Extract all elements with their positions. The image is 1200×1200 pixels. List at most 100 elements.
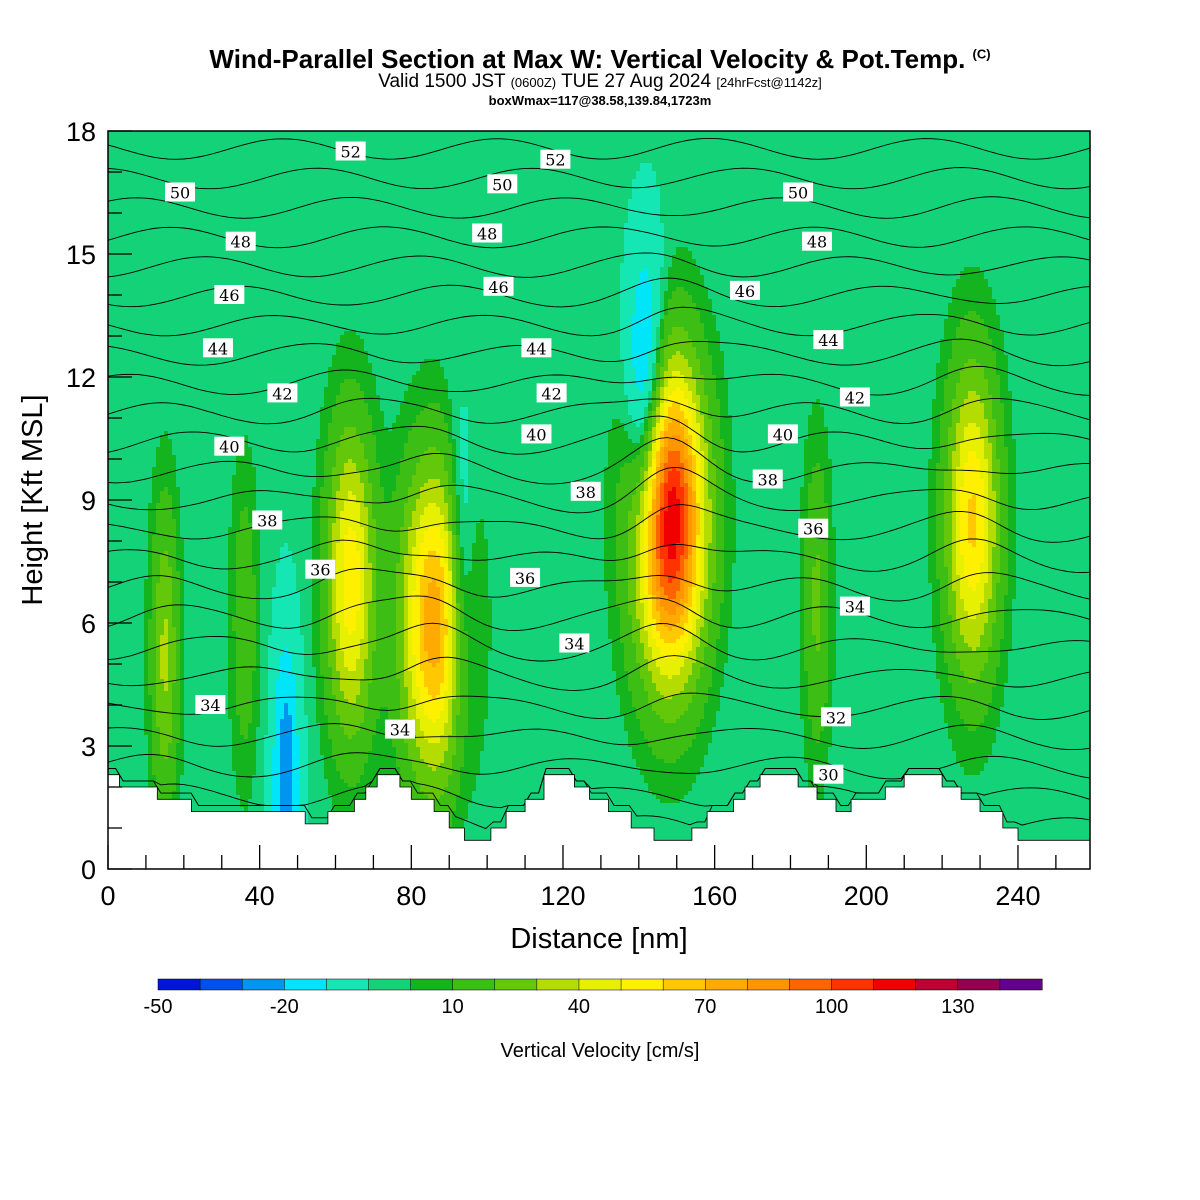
- contour-label: 32: [821, 707, 851, 727]
- colorbar-swatch: [747, 979, 789, 990]
- contour-label: 42: [267, 383, 297, 403]
- y-tick-label: 15: [66, 240, 96, 270]
- contour-label: 46: [214, 285, 244, 305]
- contour-label-text: 50: [788, 184, 808, 203]
- contour-label: 48: [472, 224, 502, 244]
- contour-label-text: 36: [310, 561, 330, 580]
- colorbar-tick-label: 130: [941, 996, 974, 1018]
- colorbar-title: Vertical Velocity [cm/s]: [501, 1040, 700, 1062]
- contour-label-text: 32: [826, 708, 846, 727]
- y-tick-label: 18: [66, 117, 96, 147]
- contour-label: 52: [336, 142, 366, 162]
- colorbar-swatch: [242, 979, 284, 990]
- contour-label-text: 50: [492, 175, 512, 194]
- contour-label-text: 38: [576, 483, 596, 502]
- contour-label-text: 40: [526, 425, 546, 444]
- x-tick-label: 40: [245, 881, 275, 911]
- y-tick-label: 3: [81, 732, 96, 762]
- colorbar-tick-label: -50: [144, 996, 173, 1018]
- contour-label-text: 36: [515, 569, 535, 588]
- contour-label: 38: [252, 511, 282, 531]
- contour-label-text: 52: [545, 151, 565, 170]
- x-tick-label: 80: [396, 881, 426, 911]
- x-tick-label: 120: [540, 881, 585, 911]
- colorbar-tick-label: 100: [815, 996, 848, 1018]
- contour-label-text: 46: [488, 278, 508, 297]
- contour-label: 50: [165, 183, 195, 203]
- colorbar-tick-label: 10: [442, 996, 464, 1018]
- contour-label-text: 42: [541, 384, 561, 403]
- contour-label-text: 46: [219, 286, 239, 305]
- colorbar-swatch: [284, 979, 326, 990]
- colorbar-swatch: [958, 979, 1000, 990]
- contour-label-text: 36: [803, 520, 823, 539]
- y-tick-label: 9: [81, 486, 96, 516]
- contour-label: 46: [484, 277, 514, 297]
- contour-label: 50: [783, 183, 813, 203]
- colorbar: -50 -20 10 40 70 100 130 Vertical Velocity [cm/…: [144, 979, 1043, 1062]
- contour-label-text: 52: [340, 143, 360, 162]
- colorbar-swatch: [874, 979, 916, 990]
- contour-label-text: 44: [818, 331, 838, 350]
- contour-label-text: 34: [845, 598, 865, 617]
- contour-label-text: 38: [758, 471, 778, 490]
- contour-label: 38: [571, 482, 601, 502]
- contour-label: 44: [813, 330, 843, 350]
- cross-section-chart: 52 52 50 50 50 48 48 48 46 46 46 44 44 44 42 42 42 40 40 40…: [0, 0, 1200, 1200]
- contour-label-text: 44: [526, 339, 546, 358]
- colorbar-swatch: [832, 979, 874, 990]
- colorbar-swatch: [326, 979, 368, 990]
- contour-label: 42: [537, 383, 567, 403]
- colorbar-swatch: [705, 979, 747, 990]
- contour-label-text: 40: [219, 438, 239, 457]
- y-axis-label: Height [Kft MSL]: [17, 394, 49, 605]
- colorbar-tick-label: -20: [270, 996, 299, 1018]
- colorbar-swatch: [495, 979, 537, 990]
- contour-label: 38: [753, 470, 783, 490]
- contour-label: 34: [559, 634, 589, 654]
- contour-label-text: 34: [390, 721, 410, 740]
- colorbar-swatch: [663, 979, 705, 990]
- contour-label: 36: [798, 519, 828, 539]
- contour-label: 44: [521, 338, 551, 358]
- x-tick-label: 200: [844, 881, 889, 911]
- contour-label: 34: [195, 695, 225, 715]
- colorbar-swatch: [579, 979, 621, 990]
- colorbar-swatch: [1000, 979, 1042, 990]
- contour-label-text: 50: [170, 184, 190, 203]
- contour-label: 48: [226, 232, 256, 252]
- contour-label-text: 44: [208, 339, 228, 358]
- contour-label: 36: [510, 568, 540, 588]
- colorbar-tick-label: 40: [568, 996, 590, 1018]
- colorbar-swatch: [621, 979, 663, 990]
- colorbar-swatch: [916, 979, 958, 990]
- contour-label-text: 48: [477, 225, 497, 244]
- contour-label: 44: [203, 338, 233, 358]
- contour-label: 50: [487, 174, 517, 194]
- contour-label-text: 34: [200, 696, 220, 715]
- colorbar-swatch: [537, 979, 579, 990]
- x-tick-label: 240: [995, 881, 1040, 911]
- contour-label: 34: [840, 597, 870, 617]
- contour-label: 42: [840, 388, 870, 408]
- y-tick-label: 6: [81, 609, 96, 639]
- colorbar-swatch: [453, 979, 495, 990]
- colorbar-swatch: [789, 979, 831, 990]
- contour-label: 36: [305, 560, 335, 580]
- colorbar-swatch: [411, 979, 453, 990]
- colorbar-swatch: [200, 979, 242, 990]
- contour-label: 52: [540, 150, 570, 170]
- contour-label: 40: [214, 437, 244, 457]
- x-axis-label: Distance [nm]: [510, 923, 687, 955]
- contour-label-text: 48: [231, 233, 251, 252]
- contour-label-text: 48: [807, 233, 827, 252]
- contour-label: 40: [768, 424, 798, 444]
- colorbar-swatch: [158, 979, 200, 990]
- contour-label-text: 42: [845, 389, 865, 408]
- y-tick-label: 0: [81, 855, 96, 885]
- contour-label: 46: [730, 281, 760, 301]
- contour-label: 48: [802, 232, 832, 252]
- colorbar-tick-label: 70: [694, 996, 716, 1018]
- contour-label-text: 38: [257, 512, 277, 531]
- x-tick-label: 0: [100, 881, 115, 911]
